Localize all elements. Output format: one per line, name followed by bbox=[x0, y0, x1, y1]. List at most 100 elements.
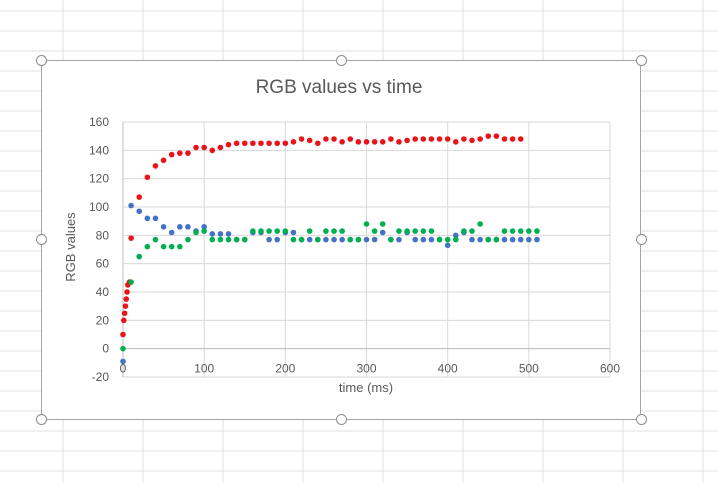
resize-handle-bottom-left[interactable] bbox=[36, 414, 47, 425]
data-point bbox=[201, 228, 207, 234]
data-point bbox=[428, 228, 435, 234]
x-axis-title[interactable]: time (ms) bbox=[339, 380, 393, 395]
resize-handle-bottom-right[interactable] bbox=[636, 414, 647, 425]
data-point bbox=[517, 228, 524, 234]
data-point bbox=[217, 144, 224, 151]
data-point bbox=[136, 253, 143, 260]
data-point bbox=[266, 228, 272, 234]
data-point bbox=[501, 236, 508, 243]
data-point bbox=[120, 358, 126, 365]
data-point bbox=[250, 140, 256, 147]
data-point bbox=[122, 303, 129, 309]
data-point bbox=[168, 151, 175, 158]
data-point bbox=[121, 310, 128, 317]
data-point bbox=[347, 236, 354, 243]
data-point bbox=[128, 279, 134, 285]
data-point bbox=[121, 317, 127, 324]
data-point bbox=[152, 236, 159, 243]
y-axis-title[interactable]: RGB values bbox=[63, 212, 78, 282]
resize-handle-middle-left[interactable] bbox=[36, 234, 47, 245]
data-point bbox=[371, 139, 378, 145]
data-point bbox=[258, 228, 264, 234]
data-point bbox=[436, 236, 443, 243]
data-point bbox=[331, 236, 337, 243]
data-point bbox=[388, 236, 394, 243]
data-point bbox=[469, 137, 475, 144]
data-point bbox=[185, 224, 191, 230]
data-point bbox=[493, 236, 500, 243]
chart-object[interactable]: -20 0 20 40 60 80 100 120 140 160 0 100 200 300 400 50… bbox=[41, 60, 641, 420]
resize-handle-top-right[interactable] bbox=[636, 55, 647, 66]
data-point bbox=[379, 221, 386, 227]
data-point bbox=[233, 236, 240, 243]
data-point bbox=[160, 157, 167, 164]
series-2 bbox=[120, 202, 540, 365]
data-point bbox=[379, 229, 386, 236]
data-point bbox=[404, 228, 410, 234]
data-point bbox=[371, 236, 378, 243]
data-point bbox=[298, 136, 305, 142]
data-point bbox=[526, 228, 532, 234]
data-point bbox=[339, 228, 345, 234]
data-point bbox=[201, 224, 207, 230]
data-point bbox=[160, 243, 167, 250]
data-point bbox=[452, 236, 459, 243]
data-point bbox=[241, 140, 248, 147]
x-tick-label: 400 bbox=[438, 362, 458, 376]
resize-handle-middle-right[interactable] bbox=[636, 234, 647, 245]
data-point bbox=[209, 231, 216, 237]
data-point bbox=[201, 144, 207, 151]
data-point bbox=[124, 289, 130, 295]
data-point bbox=[509, 236, 516, 243]
data-point bbox=[274, 236, 281, 243]
data-point bbox=[396, 228, 402, 234]
data-point bbox=[177, 224, 183, 230]
chart-title[interactable]: RGB values vs time bbox=[256, 77, 423, 98]
data-point bbox=[420, 236, 427, 243]
data-point bbox=[225, 141, 232, 148]
data-point bbox=[339, 139, 345, 145]
data-point bbox=[404, 137, 410, 144]
data-points bbox=[120, 133, 540, 365]
data-point bbox=[266, 140, 272, 147]
data-point bbox=[306, 228, 313, 234]
data-point bbox=[250, 228, 256, 234]
data-point bbox=[144, 174, 151, 181]
data-point bbox=[290, 139, 297, 145]
data-point bbox=[233, 140, 240, 147]
data-point bbox=[436, 136, 443, 142]
data-point bbox=[388, 136, 394, 142]
data-point bbox=[509, 136, 516, 142]
data-point bbox=[347, 136, 354, 142]
x-tick-label: 300 bbox=[356, 362, 376, 376]
data-point bbox=[136, 194, 143, 200]
data-point bbox=[274, 140, 281, 147]
data-point bbox=[209, 236, 216, 243]
data-point bbox=[315, 140, 321, 147]
data-point bbox=[225, 236, 232, 243]
data-point bbox=[193, 144, 199, 151]
data-point bbox=[144, 215, 151, 222]
data-point bbox=[185, 150, 191, 156]
data-point bbox=[274, 228, 281, 234]
data-point bbox=[412, 236, 419, 243]
data-point bbox=[363, 139, 370, 145]
series-1 bbox=[120, 133, 524, 338]
resize-handle-top-left[interactable] bbox=[36, 55, 47, 66]
data-point bbox=[331, 136, 337, 142]
data-point bbox=[428, 236, 435, 243]
x-tick-label: 500 bbox=[519, 362, 539, 376]
resize-handle-bottom-middle[interactable] bbox=[336, 414, 347, 425]
data-point bbox=[306, 236, 313, 243]
data-point bbox=[168, 243, 175, 250]
data-point bbox=[469, 236, 475, 243]
data-point bbox=[517, 236, 524, 243]
data-point bbox=[526, 236, 532, 243]
data-point bbox=[477, 221, 483, 227]
data-point bbox=[534, 236, 540, 243]
data-point bbox=[128, 235, 134, 241]
y-tick-label: 160 bbox=[89, 115, 109, 129]
data-point bbox=[501, 228, 508, 234]
data-point bbox=[461, 228, 467, 234]
resize-handle-top-middle[interactable] bbox=[336, 55, 347, 66]
